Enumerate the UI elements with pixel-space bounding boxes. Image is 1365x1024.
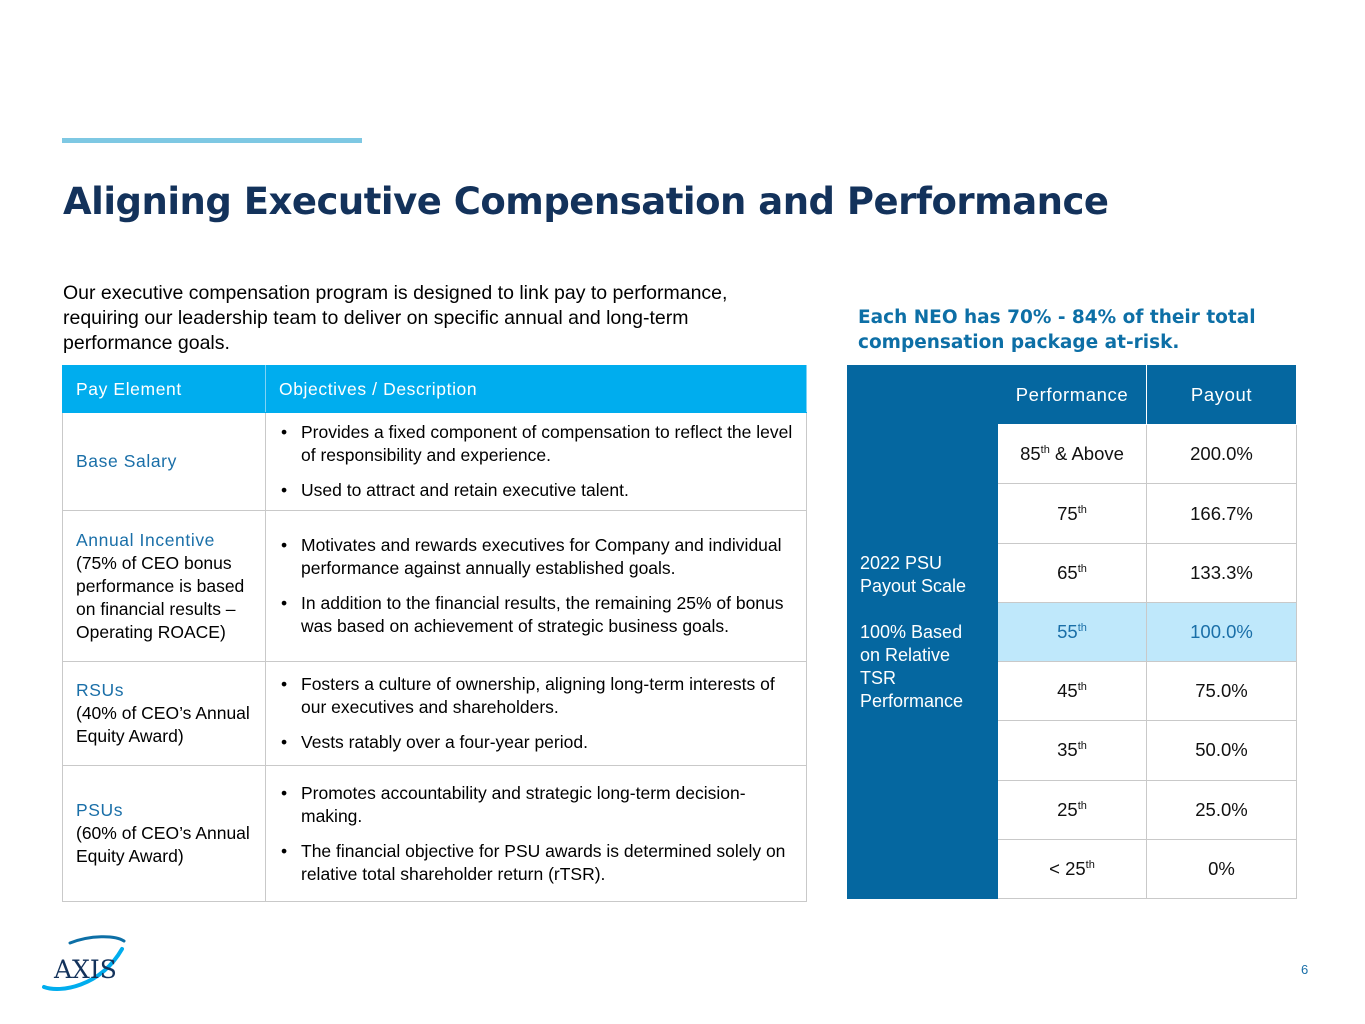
pay-element-table: Pay Element Objectives / Description Bas…: [62, 365, 807, 902]
description-cell: Fosters a culture of ownership, aligning…: [265, 661, 807, 766]
payout-cell: 25.0%: [1146, 779, 1297, 840]
description-cell: Promotes accountability and strategic lo…: [265, 765, 807, 902]
bullet-list: Fosters a culture of ownership, aligning…: [279, 673, 793, 754]
table-row-highlighted: 55th 100.0%: [848, 601, 1297, 663]
performance-cell: 85th & Above: [997, 424, 1147, 485]
list-item: Used to attract and retain executive tal…: [279, 479, 793, 502]
header-pay-element: Pay Element: [62, 365, 266, 413]
header-performance: Performance: [997, 364, 1147, 426]
description-cell: Motivates and rewards executives for Com…: [265, 510, 807, 662]
ordinal-suffix: th: [1077, 621, 1087, 634]
description-cell: Provides a fixed component of compensati…: [265, 412, 807, 511]
table-row: 45th 75.0%: [848, 661, 1297, 722]
table-row: RSUs (40% of CEO’s Annual Equity Award) …: [62, 661, 807, 766]
list-item: Promotes accountability and strategic lo…: [279, 782, 793, 828]
pay-element-name: Annual Incentive: [76, 529, 215, 550]
list-item: Fosters a culture of ownership, aligning…: [279, 673, 793, 719]
page-title: Aligning Executive Compensation and Perf…: [63, 180, 1109, 223]
pay-element-note: (75% of CEO bonus performance is based o…: [76, 552, 245, 642]
bullet-list: Promotes accountability and strategic lo…: [279, 782, 793, 886]
psu-scale-label: 2022 PSU Payout Scale: [860, 552, 967, 596]
pay-element-cell: Annual Incentive (75% of CEO bonus perfo…: [62, 510, 266, 662]
psu-payout-table: 2022 PSU Payout Scale 100% Based on Rela…: [847, 364, 1297, 900]
list-item: The financial objective for PSU awards i…: [279, 840, 793, 886]
performance-prefix: 85: [1020, 443, 1041, 465]
pay-element-name: Base Salary: [76, 451, 177, 471]
performance-prefix: 35: [1057, 739, 1078, 761]
performance-prefix: < 25: [1049, 857, 1086, 879]
pay-element-cell: Base Salary: [62, 412, 266, 511]
header-objectives: Objectives / Description: [265, 365, 807, 413]
ordinal-suffix: th: [1077, 681, 1087, 694]
list-item: Provides a fixed component of compensati…: [279, 421, 793, 467]
payout-cell: 75.0%: [1146, 661, 1297, 722]
performance-cell: 75th: [997, 483, 1147, 544]
performance-prefix: 45: [1057, 680, 1078, 702]
accent-line: [62, 138, 362, 143]
performance-prefix: 25: [1057, 798, 1078, 820]
page-number: 6: [1301, 962, 1309, 977]
pay-element-name: PSUs: [76, 800, 124, 820]
performance-cell: 45th: [997, 661, 1147, 722]
payout-cell: 0%: [1146, 838, 1297, 900]
table-row: 65th 133.3%: [848, 542, 1297, 603]
header-payout: Payout: [1146, 364, 1297, 426]
list-item: Vests ratably over a four-year period.: [279, 731, 793, 754]
payout-cell: 200.0%: [1146, 424, 1297, 485]
table-row: Annual Incentive (75% of CEO bonus perfo…: [62, 510, 807, 662]
psu-header-row: 2022 PSU Payout Scale 100% Based on Rela…: [847, 364, 1297, 899]
payout-cell: 100.0%: [1146, 601, 1297, 663]
table-row: 85th & Above 200.0%: [848, 424, 1297, 485]
list-item: Motivates and rewards executives for Com…: [279, 534, 793, 580]
performance-prefix: 65: [1057, 561, 1078, 583]
performance-cell: 25th: [997, 779, 1147, 840]
table-row: PSUs (60% of CEO’s Annual Equity Award) …: [62, 765, 807, 902]
ordinal-suffix: th: [1085, 858, 1095, 871]
performance-cell: 65th: [997, 542, 1147, 603]
logo-text: AXIS: [53, 955, 117, 984]
table-row: < 25th 0%: [848, 838, 1297, 900]
list-item: In addition to the financial results, th…: [279, 592, 793, 638]
performance-prefix: 75: [1057, 502, 1078, 524]
payout-cell: 166.7%: [1146, 483, 1297, 544]
performance-prefix: 55: [1057, 620, 1078, 642]
table-row: 25th 25.0%: [848, 779, 1297, 840]
pay-element-note: (60% of CEO’s Annual Equity Award): [76, 823, 250, 866]
performance-cell: 55th: [997, 601, 1147, 663]
psu-basis-label: 100% Based on Relative TSR Performance: [860, 621, 964, 711]
table-row: Base Salary Provides a fixed component o…: [62, 412, 807, 511]
pay-element-name: RSUs: [76, 680, 125, 700]
pay-element-note: (40% of CEO’s Annual Equity Award): [76, 703, 250, 746]
ordinal-suffix: th: [1077, 740, 1087, 753]
performance-cell: 35th: [997, 720, 1147, 781]
axis-logo-icon: AXIS: [42, 935, 126, 991]
psu-side-label: 2022 PSU Payout Scale 100% Based on Rela…: [847, 365, 998, 899]
bullet-list: Provides a fixed component of compensati…: [279, 421, 793, 502]
payout-cell: 50.0%: [1146, 720, 1297, 781]
ordinal-suffix: th: [1077, 503, 1087, 516]
pay-element-cell: PSUs (60% of CEO’s Annual Equity Award): [62, 765, 266, 902]
ordinal-suffix: th: [1077, 562, 1087, 575]
table-row: 75th 166.7%: [848, 483, 1297, 544]
intro-text: Our executive compensation program is de…: [63, 282, 728, 354]
ordinal-suffix: th: [1077, 799, 1087, 812]
performance-cell: < 25th: [997, 838, 1147, 900]
table-header-row: Pay Element Objectives / Description: [62, 365, 807, 413]
ordinal-suffix: th: [1040, 444, 1050, 457]
payout-cell: 133.3%: [1146, 542, 1297, 603]
bullet-list: Motivates and rewards executives for Com…: [279, 534, 793, 638]
pay-element-cell: RSUs (40% of CEO’s Annual Equity Award): [62, 661, 266, 766]
performance-suffix: & Above: [1049, 443, 1124, 465]
at-risk-callout: Each NEO has 70% - 84% of their total co…: [858, 307, 1256, 353]
